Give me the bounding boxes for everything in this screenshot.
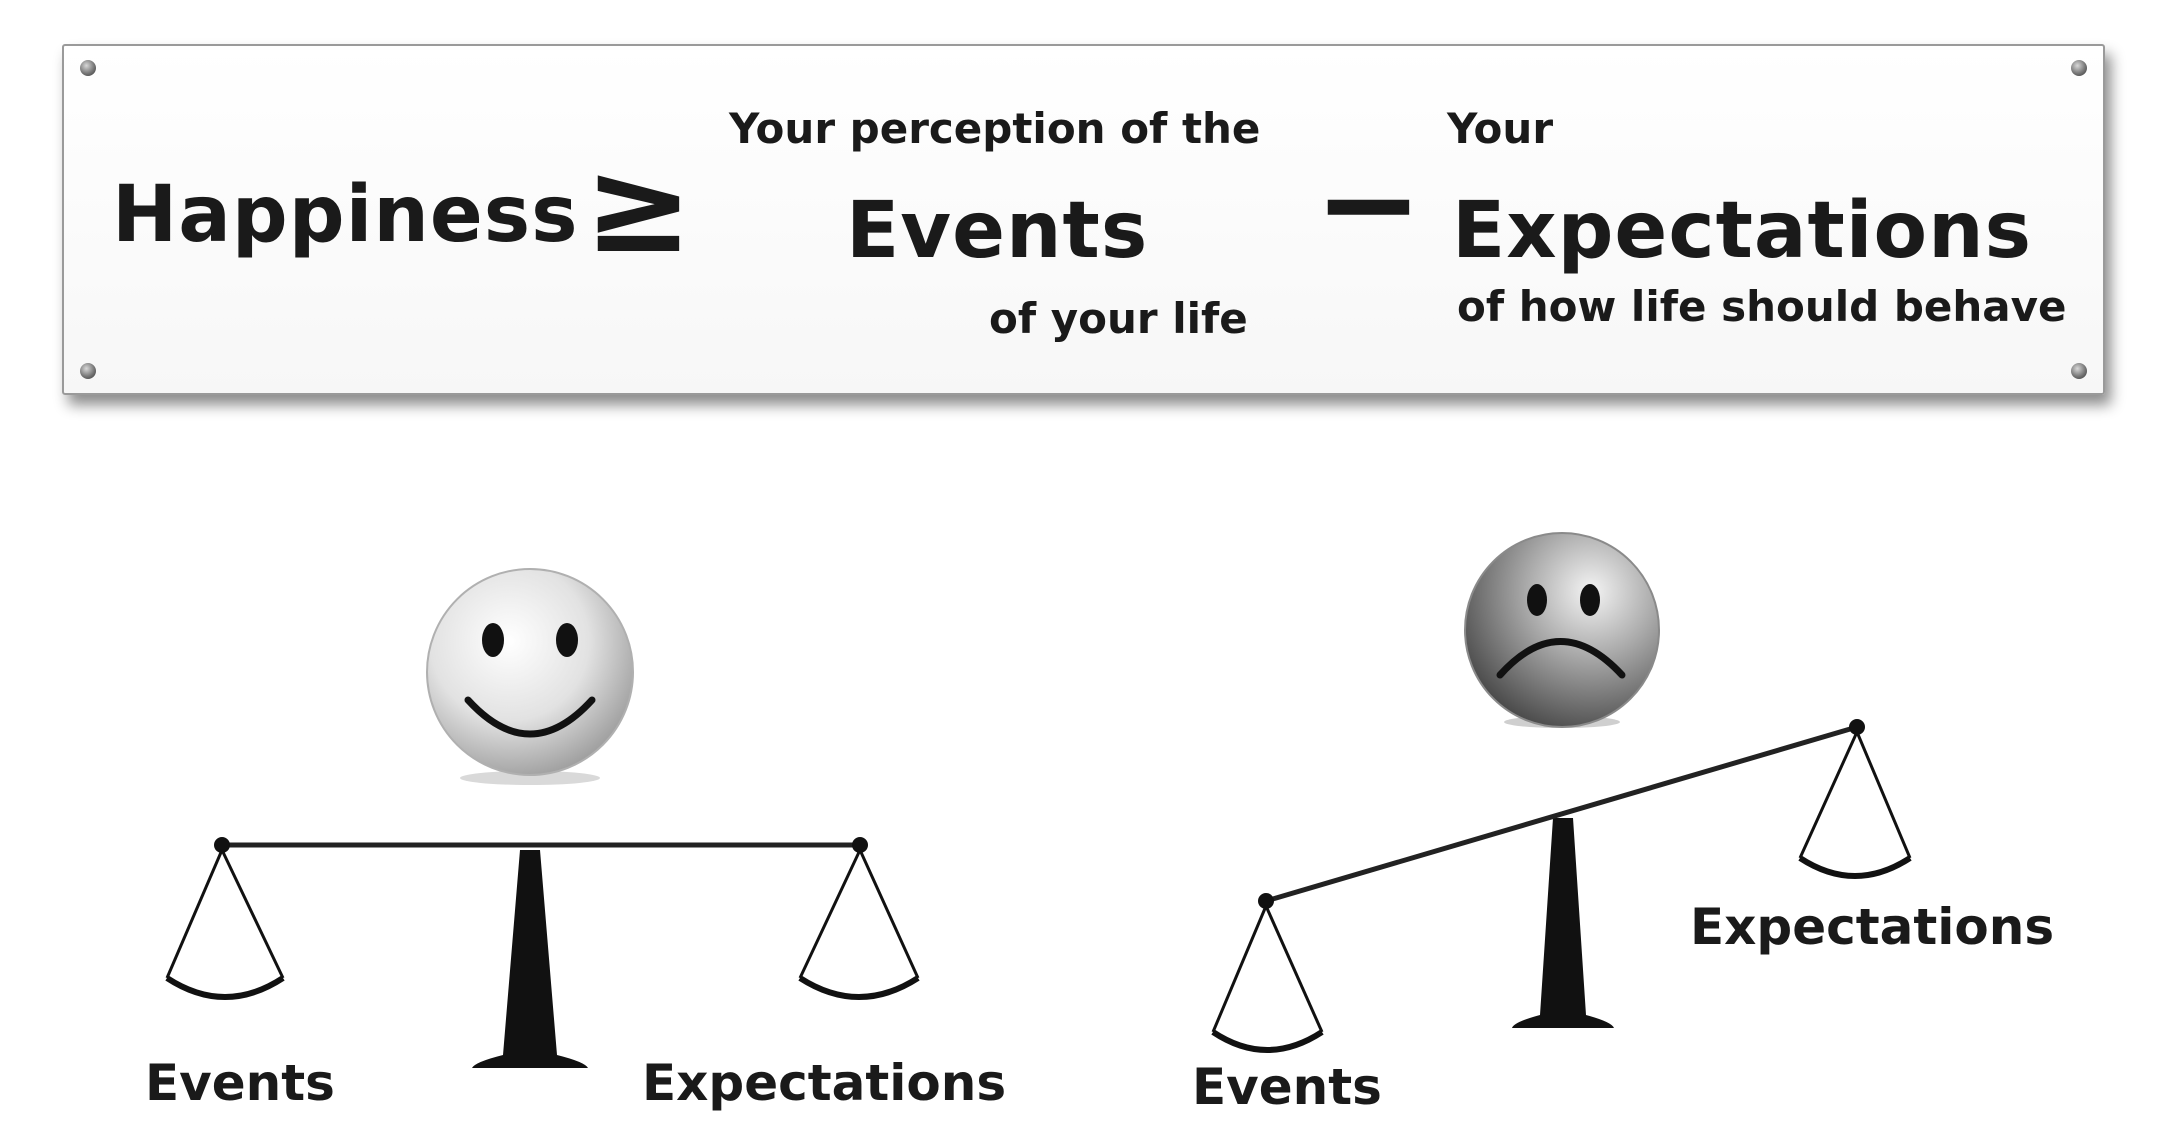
tilted-beam — [1265, 724, 1858, 904]
events-prefix: Your perception of the — [729, 104, 1261, 153]
balanced-scale — [165, 568, 920, 1068]
balanced-stand — [472, 850, 588, 1068]
screw-bottom-right — [2071, 363, 2087, 379]
tilted-pivot-left — [1258, 893, 1274, 909]
happiness-term: Happiness — [112, 170, 579, 260]
balanced-pivot-right — [852, 837, 868, 853]
events-term: Events — [846, 186, 1149, 276]
tilted-pan-right — [1798, 731, 1912, 879]
tilted-pivot-right — [1849, 719, 1865, 735]
expectations-suffix: of how life should behave — [1457, 282, 2067, 331]
balanced-pan-right — [798, 849, 920, 1000]
screw-bottom-left — [80, 363, 96, 379]
tilted-scale — [1211, 532, 1912, 1053]
tilted-pan-left — [1211, 905, 1324, 1053]
sad-face-icon — [1464, 532, 1660, 728]
screw-top-right — [2071, 60, 2087, 76]
greater-or-equal-operator: ≥ — [584, 130, 693, 282]
tilted-expectations-label: Expectations — [1690, 898, 2055, 956]
tilted-events-label: Events — [1192, 1058, 1382, 1116]
events-suffix: of your life — [989, 294, 1248, 343]
balanced-pivot-left — [214, 837, 230, 853]
balanced-events-label: Events — [145, 1054, 335, 1112]
screw-top-left — [80, 60, 96, 76]
smiley-shadow — [460, 771, 600, 785]
formula-sign: Happiness ≥ Your perception of the Event… — [62, 44, 2105, 395]
tilted-stand — [1512, 818, 1614, 1028]
smiley-face-icon — [426, 568, 634, 776]
minus-operator: − — [1314, 127, 1423, 279]
expectations-term: Expectations — [1452, 186, 2033, 276]
expectations-prefix: Your — [1447, 104, 1554, 153]
balanced-expectations-label: Expectations — [642, 1054, 1007, 1112]
balanced-pan-left — [165, 849, 285, 1000]
